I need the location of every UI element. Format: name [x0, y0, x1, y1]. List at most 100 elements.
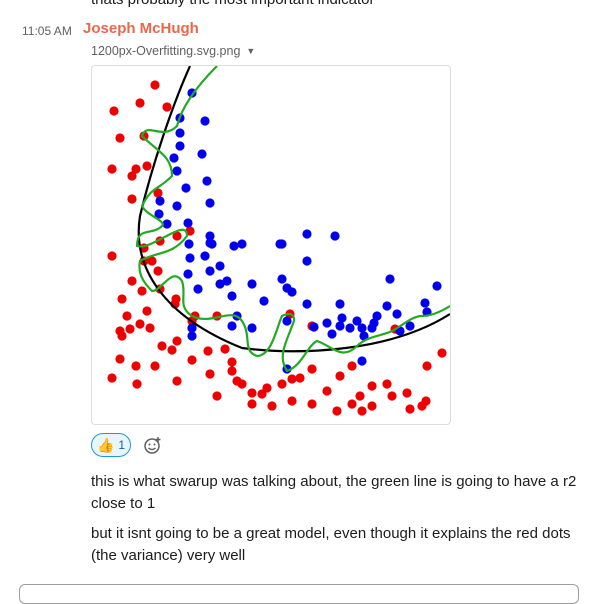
red-dot	[107, 164, 117, 174]
blue-dot	[335, 321, 345, 331]
red-dot	[150, 80, 160, 90]
blue-dot	[330, 231, 340, 241]
blue-dot	[222, 276, 232, 286]
red-dot	[145, 323, 155, 333]
red-dot	[237, 379, 247, 389]
red-dot	[157, 341, 167, 351]
blue-dot	[259, 296, 269, 306]
red-dot	[422, 361, 432, 371]
red-dot	[205, 369, 215, 379]
blue-dot	[432, 281, 442, 291]
red-dot	[107, 373, 117, 383]
red-dot	[247, 388, 257, 398]
blue-dot	[247, 279, 257, 289]
red-dot	[139, 131, 149, 141]
red-dot	[109, 106, 119, 116]
author-name[interactable]: Joseph McHugh	[83, 20, 199, 37]
blue-dot	[277, 239, 287, 249]
red-dot	[387, 391, 397, 401]
message-composer[interactable]	[19, 584, 579, 604]
message-header: 11:05 AM Joseph McHugh	[0, 20, 590, 40]
red-dot	[295, 373, 305, 383]
red-dot	[132, 379, 142, 389]
reaction-count: 1	[118, 438, 126, 452]
blue-dot	[229, 241, 239, 251]
attachment-filename-row[interactable]: 1200px-Overfitting.svg.png ▼	[91, 44, 255, 58]
red-dot	[247, 399, 257, 409]
message-timestamp[interactable]: 11:05 AM	[22, 24, 72, 38]
blue-dot	[302, 256, 312, 266]
red-dot	[405, 404, 415, 414]
red-dot	[167, 345, 177, 355]
blue-dot	[183, 269, 193, 279]
blue-dot	[187, 331, 197, 341]
red-dot	[117, 331, 127, 341]
blue-dot	[345, 323, 355, 333]
blue-dot	[359, 331, 369, 341]
blue-dot	[392, 309, 402, 319]
previous-message-text: thats probably the most important indica…	[91, 0, 374, 8]
red-dot	[355, 391, 365, 401]
blue-dot	[172, 166, 182, 176]
blue-dot	[382, 301, 392, 311]
blue-dot	[420, 298, 430, 308]
red-dot	[137, 286, 147, 296]
blue-dot	[215, 279, 225, 289]
red-dot	[122, 311, 132, 321]
red-dot	[227, 366, 237, 376]
red-dot	[172, 376, 182, 386]
blue-dot	[183, 218, 193, 228]
red-dot	[162, 102, 172, 112]
red-dot	[153, 188, 163, 198]
message-text: this is what swarup was talking about, t…	[91, 473, 577, 512]
red-dot	[131, 361, 141, 371]
blue-dot	[302, 229, 312, 239]
blue-dot	[181, 183, 191, 193]
blue-dot	[277, 274, 287, 284]
blue-dot	[197, 149, 207, 159]
blue-dot	[237, 239, 247, 249]
blue-dot	[184, 239, 194, 249]
blue-dot	[175, 141, 185, 151]
blue-dot	[352, 316, 362, 326]
red-dot	[172, 336, 182, 346]
chevron-down-icon[interactable]: ▼	[246, 46, 256, 56]
attachment-image[interactable]	[91, 65, 451, 425]
blue-dot	[282, 316, 292, 326]
red-dot	[437, 348, 447, 358]
blue-dot	[205, 198, 215, 208]
blue-dot	[169, 153, 179, 163]
red-dot	[135, 319, 145, 329]
thumbs-up-reaction[interactable]: 👍 1	[91, 433, 131, 457]
blue-dot	[185, 253, 195, 263]
red-dot	[307, 364, 317, 374]
blue-dot	[207, 239, 217, 249]
blue-dot	[215, 261, 225, 271]
blue-dot	[302, 299, 312, 309]
blue-dot	[172, 201, 182, 211]
blue-dot	[162, 219, 172, 229]
red-dot	[421, 396, 431, 406]
red-dot	[382, 379, 392, 389]
blue-dot	[369, 318, 379, 328]
red-dot	[227, 357, 237, 367]
blue-dot	[227, 321, 237, 331]
red-dot	[322, 386, 332, 396]
red-dot	[220, 344, 230, 354]
red-dot	[142, 161, 152, 171]
message-text: but it isnt going to be a great model, e…	[91, 525, 571, 564]
blue-dot	[205, 266, 215, 276]
blue-dot	[405, 321, 415, 331]
red-dot	[212, 391, 222, 401]
red-dot	[335, 371, 345, 381]
red-dot	[127, 171, 137, 181]
add-reaction-button[interactable]	[139, 433, 167, 457]
blue-dots	[154, 88, 442, 374]
overfitting-figure	[107, 66, 450, 416]
blue-dot	[357, 323, 367, 333]
blue-dot	[287, 287, 297, 297]
attachment-filename[interactable]: 1200px-Overfitting.svg.png	[91, 44, 241, 58]
red-dot	[172, 231, 182, 241]
blue-dot	[309, 322, 319, 332]
red-dot	[347, 399, 357, 409]
